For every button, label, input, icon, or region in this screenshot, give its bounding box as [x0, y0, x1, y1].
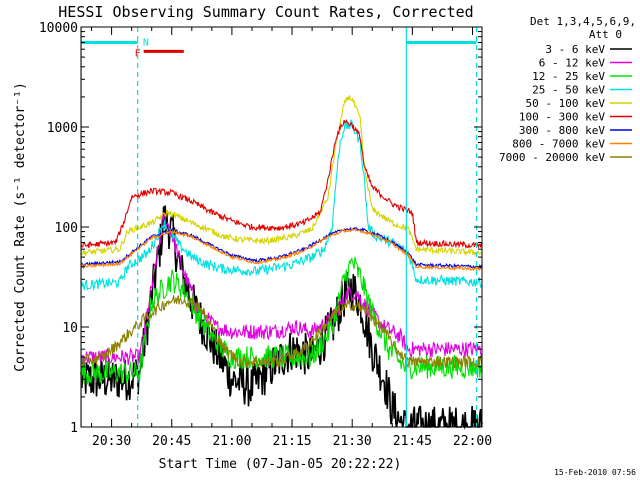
y-tick-label: 1: [70, 421, 78, 436]
series-line-2: [80, 212, 483, 366]
x-tick-label: 21:00: [212, 434, 251, 449]
y-tick-label: 100: [55, 221, 78, 236]
night-label: N: [143, 37, 149, 48]
y-tick-label: 1000: [47, 121, 78, 136]
series-line-9: [80, 295, 483, 369]
flare-label: F: [135, 48, 141, 59]
y-axis: 1 10 100 1000 10000: [39, 21, 482, 436]
series-layer: [80, 95, 483, 430]
y-axis-label: Corrected Count Rate (s⁻¹ detector⁻¹): [13, 82, 28, 372]
x-tick-label: 21:15: [272, 434, 311, 449]
series-line-6: [80, 118, 483, 250]
series-line-4: [80, 118, 483, 291]
x-axis-label: Start Time (07-Jan-05 20:22:22): [159, 457, 402, 472]
legend-entry-label: 100 - 300 keV: [519, 111, 605, 124]
series-line-5: [80, 95, 483, 257]
footer-timestamp: 15-Feb-2010 07:56: [554, 468, 636, 477]
series-line-3: [80, 256, 483, 385]
x-tick-label: 20:45: [152, 434, 191, 449]
x-tick-label: 21:30: [333, 434, 372, 449]
legend-header-2: Att 0: [589, 28, 622, 41]
x-tick-label: 20:30: [92, 434, 131, 449]
series-line-8: [80, 228, 483, 272]
chart-title: HESSI Observing Summary Count Rates, Cor…: [58, 3, 473, 21]
legend-entry-label: 12 - 25 keV: [532, 70, 605, 83]
legend-entry-label: 7000 - 20000 keV: [499, 151, 605, 164]
x-axis: 20:30 20:45 21:00 21:15 21:30 21:45 22:00: [91, 27, 492, 449]
legend-entry-label: 50 - 100 keV: [526, 97, 606, 110]
y-tick-label: 10000: [39, 21, 78, 36]
x-tick-label: 21:45: [393, 434, 432, 449]
legend-header-1: Det 1,3,4,5,6,9,: [530, 15, 636, 28]
legend-entry-label: 800 - 7000 keV: [512, 138, 605, 151]
legend-entry-label: 3 - 6 keV: [545, 43, 605, 56]
legend-entry-label: 25 - 50 keV: [532, 84, 605, 97]
x-tick-label: 22:00: [453, 434, 492, 449]
y-tick-label: 10: [62, 321, 78, 336]
legend-entry-label: 6 - 12 keV: [539, 57, 606, 70]
legend-entry-label: 300 - 800 keV: [519, 124, 605, 137]
